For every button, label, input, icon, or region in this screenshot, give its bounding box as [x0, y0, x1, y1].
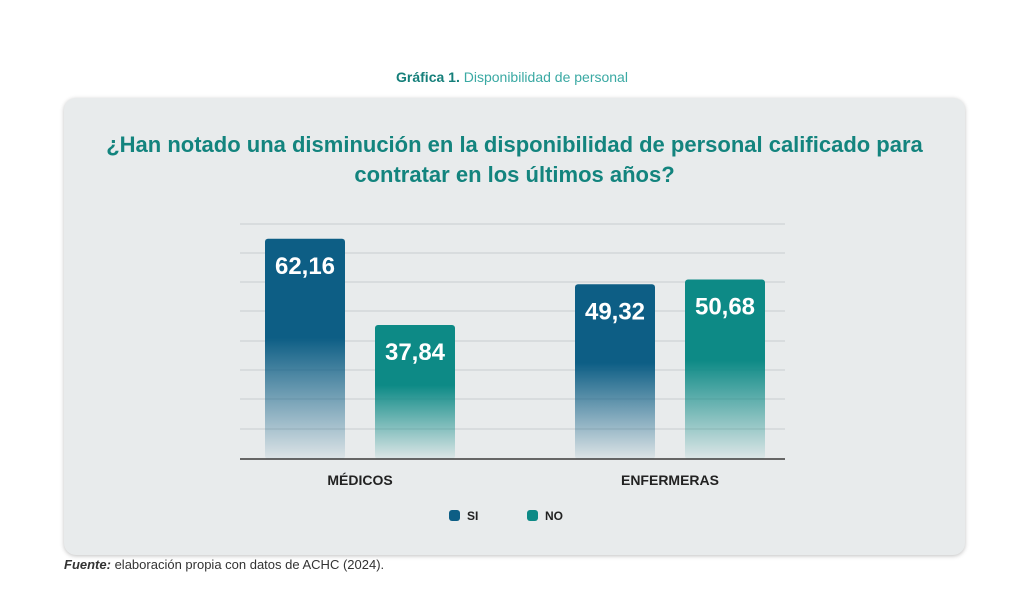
bar-value-label: 62,16: [275, 253, 335, 280]
source-text: elaboración propia con datos de ACHC (20…: [114, 557, 385, 572]
legend: SI NO: [449, 509, 563, 523]
figure-caption: Gráfica 1. Disponibilidad de personal: [0, 69, 1024, 85]
bar-si-0: [265, 238, 345, 459]
bar-value-label: 49,32: [585, 298, 645, 325]
bar-value-label: 37,84: [385, 339, 446, 366]
category-labels: MÉDICOS ENFERMERAS: [327, 472, 719, 488]
legend-swatch-si: [449, 510, 460, 521]
source-note: Fuente: elaboración propia con datos de …: [64, 557, 384, 572]
legend-label-si: SI: [467, 509, 478, 523]
bars: 62,16 37,84 49,32 50,68: [265, 238, 765, 459]
legend-swatch-no: [527, 510, 538, 521]
chart-panel: [64, 98, 965, 555]
bar-value-label: 50,68: [695, 293, 755, 320]
figure-number: Gráfica 1.: [396, 69, 460, 85]
bar-si-1: [575, 284, 655, 459]
bar-no-0: [375, 324, 455, 459]
bar-no-1: [685, 279, 765, 459]
source-label: Fuente:: [64, 557, 111, 572]
legend-label-no: NO: [545, 509, 563, 523]
category-label: MÉDICOS: [327, 472, 392, 488]
category-label: ENFERMERAS: [621, 472, 719, 488]
figure-description: Disponibilidad de personal: [463, 69, 628, 85]
chart-question: ¿Han notado una disminución en la dispon…: [106, 132, 923, 187]
